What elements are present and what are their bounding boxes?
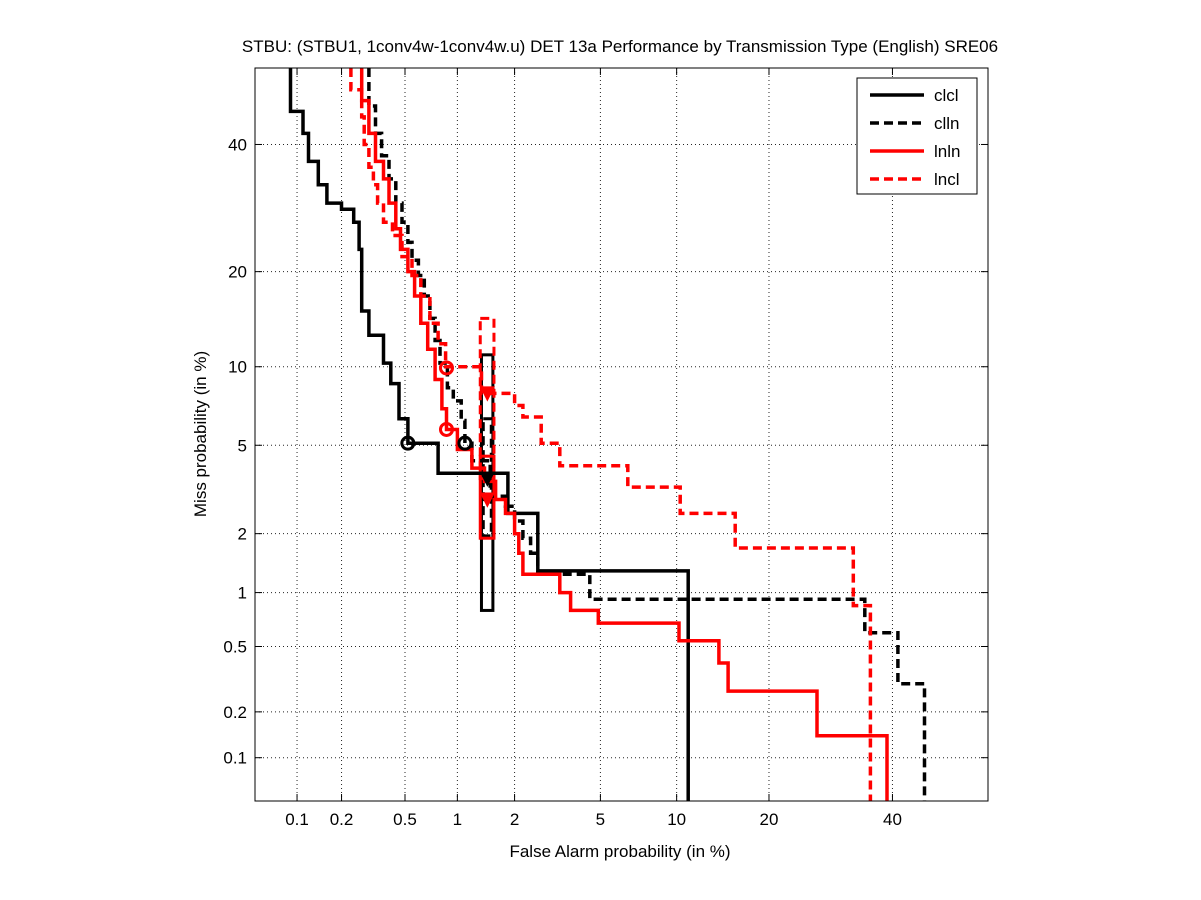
y-tick-label-1: 1 bbox=[238, 584, 247, 603]
y-axis-label: Miss probability (in %) bbox=[191, 351, 210, 517]
x-tick-label-5: 5 bbox=[596, 810, 605, 829]
confidence-box-layer bbox=[478, 316, 496, 612]
x-tick-label-0-5: 0.5 bbox=[393, 810, 417, 829]
actual-dcf-marker-lncl bbox=[479, 386, 495, 402]
series-line-clcl bbox=[288, 68, 690, 801]
y-tick-label-10: 10 bbox=[228, 358, 247, 377]
series-line-lnln bbox=[359, 68, 889, 801]
min-dcf-marker-clcl bbox=[457, 435, 473, 451]
series-line-lncl bbox=[349, 68, 873, 801]
y-tick-label-40: 40 bbox=[228, 135, 247, 154]
min-dcf-marker-lncl bbox=[438, 360, 454, 376]
legend-box bbox=[856, 77, 978, 195]
plot-frame bbox=[254, 67, 989, 802]
legend-label-clcl: clcl bbox=[934, 86, 959, 105]
series-line-clln bbox=[367, 68, 927, 801]
x-tick-label-1: 1 bbox=[453, 810, 462, 829]
y-tick-label-5: 5 bbox=[238, 436, 247, 455]
actual-dcf-marker-lnln bbox=[479, 492, 495, 508]
actual-dcf-marker-clcl bbox=[479, 471, 495, 487]
min-dcf-marker-lnln bbox=[438, 421, 454, 437]
y-tick-label-20: 20 bbox=[228, 263, 247, 282]
min-dcf-marker-clcl bbox=[400, 435, 416, 451]
marker-layer bbox=[400, 360, 495, 508]
y-tick-label-0-2: 0.2 bbox=[223, 703, 247, 722]
x-tick-label-2: 2 bbox=[510, 810, 519, 829]
confidence-box-clln bbox=[481, 417, 493, 538]
confidence-box-lncl bbox=[478, 316, 496, 481]
legend-label-clln: clln bbox=[934, 114, 960, 133]
x-tick-label-0-2: 0.2 bbox=[330, 810, 354, 829]
y-tick-label-0-1: 0.1 bbox=[223, 749, 247, 768]
x-axis-label: False Alarm probability (in %) bbox=[509, 842, 730, 861]
y-tick-label-2: 2 bbox=[238, 525, 247, 544]
chart-title: STBU: (STBU1, 1conv4w-1conv4w.u) DET 13a… bbox=[242, 37, 998, 56]
x-tick-label-40: 40 bbox=[883, 810, 902, 829]
x-tick-label-0-1: 0.1 bbox=[285, 810, 309, 829]
legend: clcl clln lnln lncl bbox=[856, 77, 978, 195]
series-layer bbox=[288, 68, 927, 801]
y-tick-layer: 0.1 0.2 0.5 1 2 5 10 20 40 bbox=[223, 135, 988, 768]
x-tick-label-20: 20 bbox=[760, 810, 779, 829]
x-tick-layer: 0.1 0.2 0.5 1 2 5 10 20 40 bbox=[285, 68, 902, 829]
legend-label-lnln: lnln bbox=[934, 142, 960, 161]
legend-label-lncl: lncl bbox=[934, 170, 960, 189]
y-tick-label-0-5: 0.5 bbox=[223, 638, 247, 657]
x-tick-label-10: 10 bbox=[667, 810, 686, 829]
